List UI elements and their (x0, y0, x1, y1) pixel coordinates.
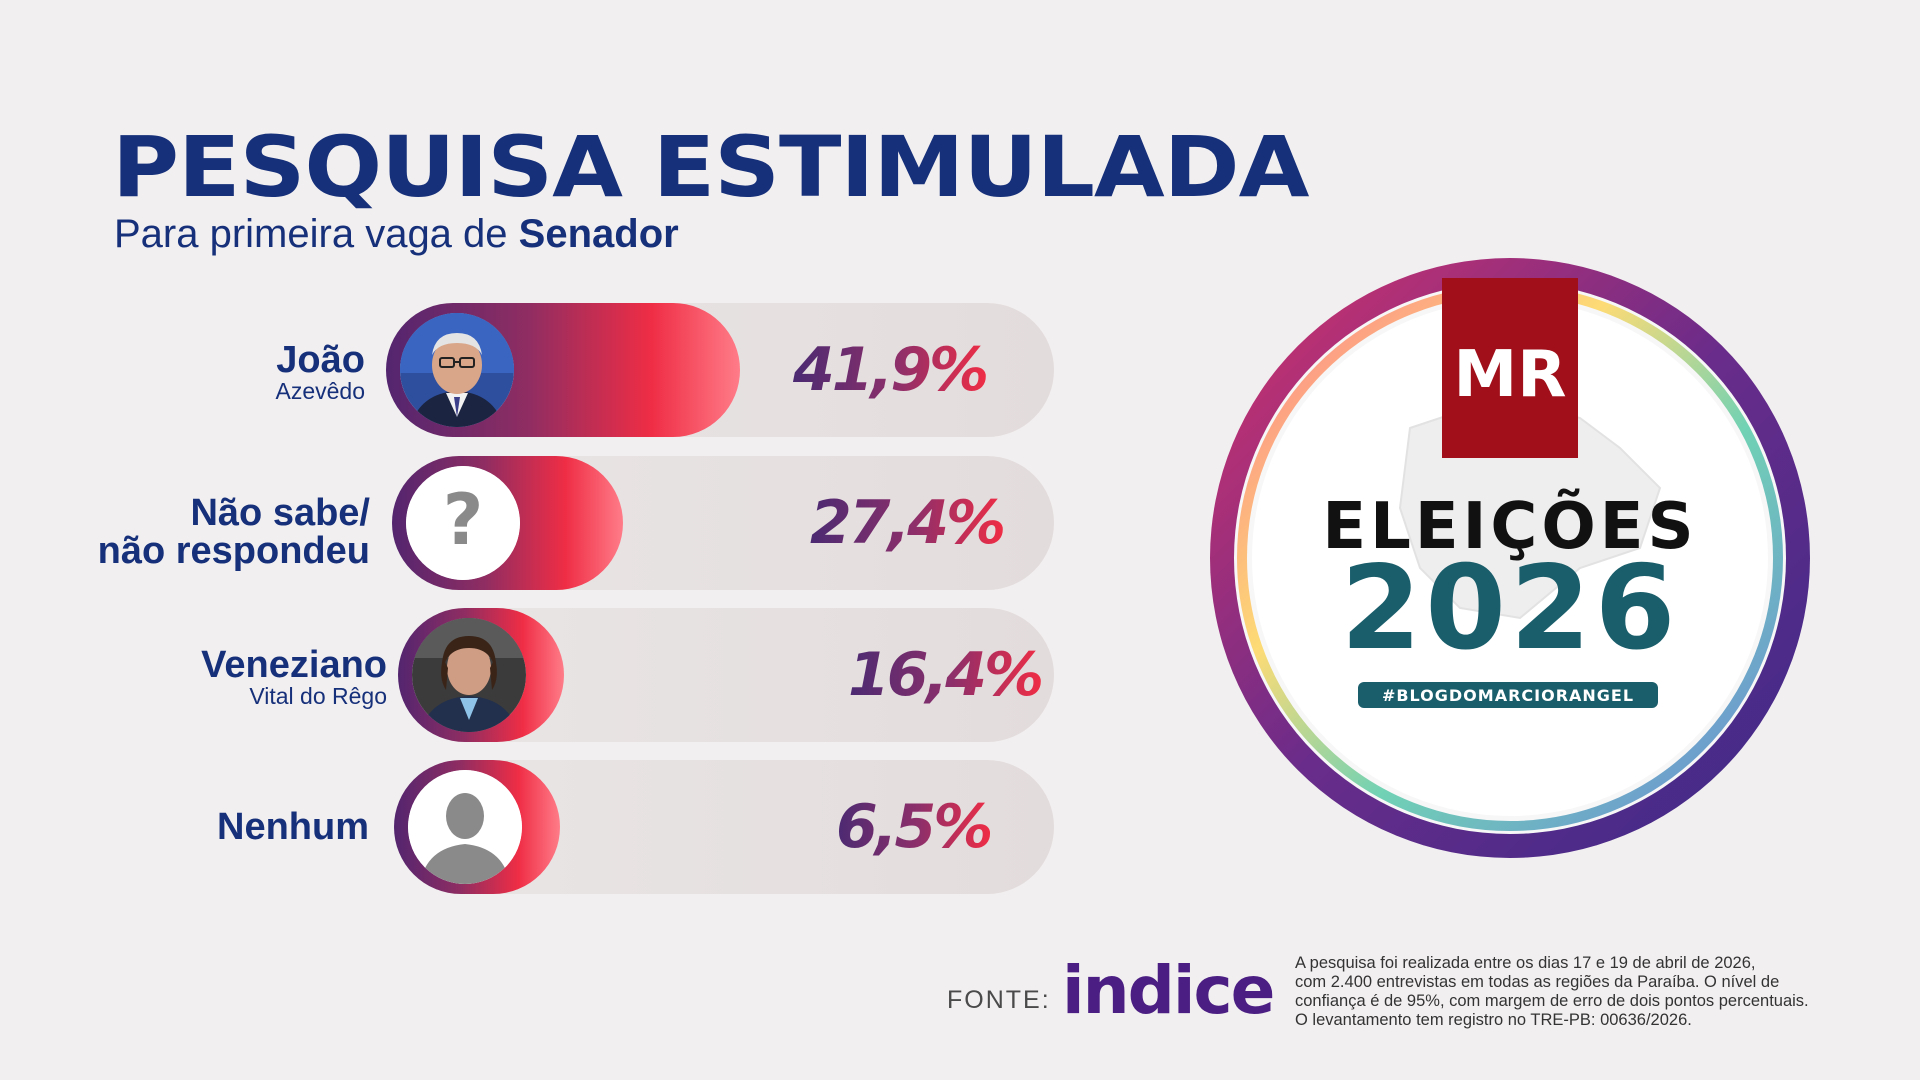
chart-row-nenhum: 6,5% Nenhum (0, 760, 1080, 894)
note-line: A pesquisa foi realizada entre os dias 1… (1295, 954, 1756, 972)
page-subtitle: Para primeira vaga de Senador (114, 212, 679, 257)
subtitle-bold: Senador (518, 212, 679, 256)
candidate-name: João (276, 339, 365, 381)
svg-text:?: ? (443, 479, 484, 561)
badge-eleicoes: ELEIÇÕES (1322, 488, 1697, 564)
candidate-name: Veneziano (201, 644, 387, 686)
data-label: 41,9% (793, 335, 989, 405)
data-label: 16,4% (848, 640, 1044, 710)
category-label: João Azevêdo (275, 341, 365, 403)
methodology-notes: A pesquisa foi realizada entre os dias 1… (1295, 954, 1895, 1030)
politician-photo (400, 313, 514, 427)
candidate-subname: Azevêdo (275, 378, 365, 404)
indice-logo: indice (1062, 952, 1275, 1029)
politician-photo (412, 618, 526, 732)
page-title: PESQUISA ESTIMULADA (112, 118, 1309, 216)
question-mark-icon: ? (406, 466, 520, 580)
data-label: 6,5% (836, 792, 993, 862)
chart-row-nao-sabe: ? 27,4% Não sabe/ não respondeu (0, 456, 1080, 590)
candidate-name: Nenhum (217, 806, 369, 848)
note-line: confiança é de 95%, com margem de erro d… (1295, 992, 1809, 1010)
badge-mr: MR (1454, 338, 1567, 412)
badge-hashtag: #BLOGDOMARCIORANGEL (1382, 686, 1634, 705)
note-line: O levantamento tem registro no TRE-PB: 0… (1295, 1011, 1692, 1029)
source-label: FONTE: (947, 986, 1051, 1014)
candidate-name: Não sabe/ (190, 492, 370, 534)
category-label: Veneziano Vital do Rêgo (201, 646, 387, 708)
data-label: 27,4% (810, 488, 1006, 558)
candidate-subname: Vital do Rêgo (249, 683, 387, 709)
person-silhouette-icon (408, 770, 522, 884)
chart-row-veneziano: 16,4% Veneziano Vital do Rêgo (0, 608, 1080, 742)
category-label: Não sabe/ não respondeu (98, 494, 370, 570)
eleicoes-2026-badge: MR ELEIÇÕES 2026 #BLOGDOMARCIORANGEL (1210, 258, 1810, 858)
category-label: Nenhum (217, 808, 369, 846)
badge-year: 2026 (1341, 541, 1680, 676)
chart-row-joao: 41,9% João Azevêdo (0, 303, 1080, 437)
note-line: com 2.400 entrevistas em todas as regiõe… (1295, 973, 1780, 991)
subtitle-prefix: Para primeira vaga de (114, 212, 508, 256)
candidate-subname: não respondeu (97, 530, 370, 572)
